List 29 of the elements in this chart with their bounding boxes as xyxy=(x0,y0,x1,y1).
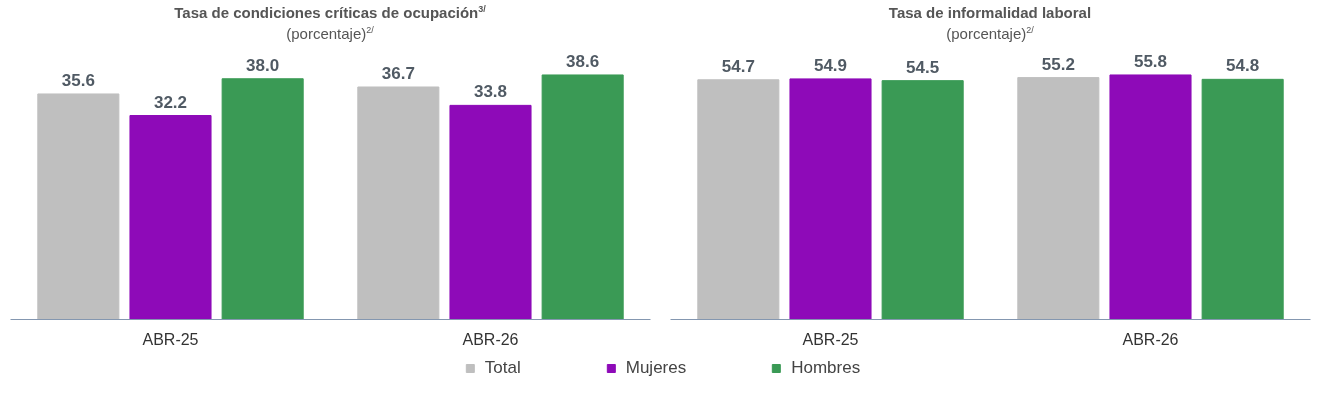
data-label: 55.8 xyxy=(1133,51,1168,71)
bar xyxy=(541,74,624,320)
chart-subtitle: (porcentaje)$^{2/}$ xyxy=(945,24,1035,45)
chart-title: Tasa de informalidad laboral xyxy=(887,3,1093,23)
bar xyxy=(37,93,120,320)
x-tick-label: ABR-25 xyxy=(142,330,199,348)
x-tick-label: ABR-26 xyxy=(1122,330,1179,348)
data-label: 54.9 xyxy=(813,55,848,75)
bar xyxy=(449,104,532,320)
data-label: 36.7 xyxy=(381,63,415,83)
legend-label: Mujeres xyxy=(625,358,687,378)
data-label: 54.7 xyxy=(721,56,755,76)
data-label: 33.8 xyxy=(473,82,508,102)
data-label: 54.5 xyxy=(906,57,940,77)
bar xyxy=(129,115,212,320)
x-tick-label: ABR-26 xyxy=(462,330,519,348)
data-label: 55.2 xyxy=(1041,54,1075,74)
bar xyxy=(357,86,440,320)
data-label: 38.6 xyxy=(566,51,600,71)
legend-label: Hombres xyxy=(791,358,861,378)
data-label: 32.2 xyxy=(153,92,188,112)
bar xyxy=(221,78,304,320)
legend-label: Total xyxy=(484,358,521,378)
data-label: 35.6 xyxy=(61,70,95,90)
data-label: 54.8 xyxy=(1226,56,1260,76)
data-label: 38.0 xyxy=(246,55,280,75)
chart-title: Tasa de condiciones críticas de ocupación$^{3/}$ xyxy=(173,3,487,23)
x-tick-label: ABR-25 xyxy=(802,330,859,348)
chart-subtitle: (porcentaje)$^{2/}$ xyxy=(285,24,375,45)
